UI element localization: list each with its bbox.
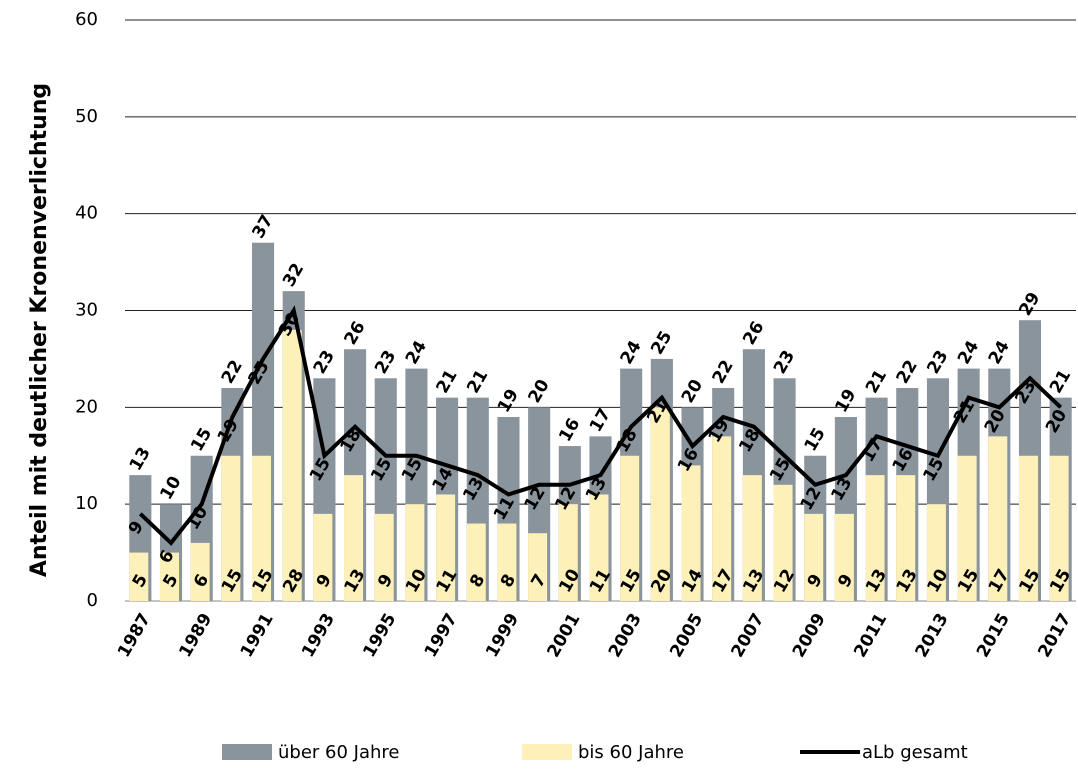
y-tick-label: 0 [87,590,98,611]
x-tick-label: 2017 [1034,610,1075,661]
x-tick-label: 1997 [421,610,462,661]
bar [742,475,762,601]
bar [528,533,548,601]
value-label: 19 [831,386,860,417]
value-label: 13 [126,444,155,475]
y-axis-title: Anteil mit deutlicher Kronenverlichtung [27,83,52,577]
x-tick-label: 1993 [298,610,339,661]
value-label: 22 [893,357,922,388]
y-tick-label: 60 [75,9,98,30]
value-label: 15 [187,424,216,455]
x-tick-label: 2001 [543,610,584,661]
value-label: 29 [1015,289,1044,320]
x-tick-label: 2011 [850,610,891,661]
x-tick-label: 2015 [973,610,1014,661]
value-label: 32 [279,260,308,291]
legend-swatch [222,744,272,760]
x-tick-label: 2007 [728,610,769,661]
bar [221,455,241,601]
bar [282,329,302,601]
value-label: 24 [985,337,1014,368]
value-label: 17 [586,405,615,436]
bar [558,504,578,601]
legend-swatch [522,744,572,760]
bar [804,513,824,601]
value-label: 21 [433,366,462,397]
value-label: 20 [678,376,707,407]
bar [159,552,179,601]
x-tick-label: 1987 [114,610,155,661]
bar [834,513,854,601]
bar [344,475,364,601]
x-tick-label: 2013 [912,610,953,661]
x-tick-label: 1995 [359,610,400,661]
bar [405,504,425,601]
bar [773,484,793,601]
y-tick-label: 30 [75,300,98,321]
bar [497,523,517,601]
legend-label: über 60 Jahre [278,742,399,763]
x-tick-label: 1989 [175,610,216,661]
bar [712,436,732,601]
x-tick-label: 2003 [605,610,646,661]
value-label: 20 [525,376,554,407]
x-tick-label: 1999 [482,610,523,661]
bar [650,407,670,601]
bar [190,542,210,601]
y-tick-label: 50 [75,106,98,127]
y-tick-label: 20 [75,396,98,417]
value-label: 21 [1046,366,1075,397]
value-label: 23 [310,347,339,378]
bar [681,465,701,601]
value-label: 37 [248,211,277,242]
value-label: 23 [371,347,400,378]
bar [1049,455,1069,601]
bar [926,504,946,601]
value-label: 23 [770,347,799,378]
x-tick-label: 2009 [789,610,830,661]
value-label: 23 [923,347,952,378]
bar [1018,455,1038,601]
bar [252,455,272,601]
value-label: 19 [494,386,523,417]
bar [436,494,456,601]
legend-label: aLb gesamt [862,742,968,763]
value-label: 10 [156,473,185,504]
bar [988,436,1008,601]
bar [129,552,149,601]
bar [865,475,885,601]
bar [896,475,916,601]
line [138,305,1063,546]
value-label: 24 [954,337,983,368]
y-tick-label: 10 [75,493,98,514]
value-label: 24 [617,337,646,368]
bar [957,455,977,601]
value-label: 25 [647,328,676,359]
bar [466,523,486,601]
x-tick-label: 1991 [237,610,278,661]
x-tick-label: 2005 [666,610,707,661]
value-label: 26 [341,318,370,349]
bar [620,455,640,601]
value-label: 24 [402,337,431,368]
value-label: 22 [709,357,738,388]
value-label: 26 [739,318,768,349]
value-label: 22 [218,357,247,388]
bar [589,494,609,601]
value-label: 21 [463,366,492,397]
y-tick-label: 40 [75,203,98,224]
value-label: 15 [801,424,830,455]
value-label: 16 [555,415,584,446]
bar [374,513,394,601]
bar [313,513,333,601]
value-label: 21 [862,366,891,397]
legend-label: bis 60 Jahre [578,742,684,763]
